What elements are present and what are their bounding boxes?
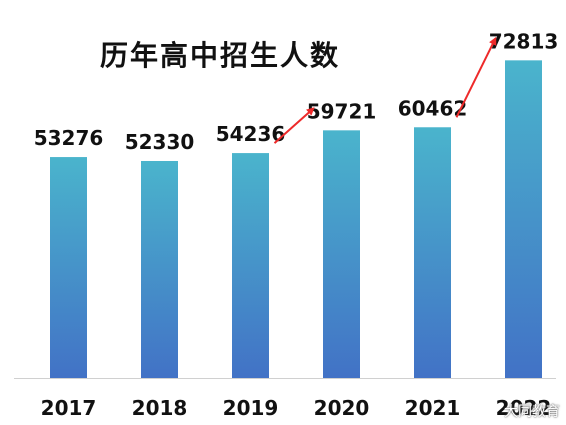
trend-arrow-2021-2022 bbox=[455, 36, 497, 118]
data-label-2020: 59721 bbox=[307, 99, 377, 123]
bar-2020 bbox=[323, 130, 360, 378]
bar-2022 bbox=[505, 60, 542, 378]
bar-2018 bbox=[141, 160, 178, 378]
x-tick-2020: 2020 bbox=[314, 396, 370, 420]
x-tick-2022: 2022 bbox=[496, 396, 552, 420]
x-tick-2017: 2017 bbox=[41, 396, 97, 420]
x-tick-2018: 2018 bbox=[132, 396, 188, 420]
bar-2017 bbox=[50, 157, 87, 378]
x-tick-2021: 2021 bbox=[405, 396, 461, 420]
data-label-2022: 72813 bbox=[489, 29, 559, 53]
bar-2021 bbox=[414, 127, 451, 378]
data-label-2018: 52330 bbox=[125, 130, 195, 154]
data-label-2019: 54236 bbox=[216, 122, 286, 146]
x-tick-2019: 2019 bbox=[223, 396, 279, 420]
watermark: 大同教育 bbox=[504, 404, 560, 420]
trend-arrow-2019-2020 bbox=[273, 107, 315, 144]
chart-title: 历年高中招生人数 bbox=[99, 39, 340, 72]
data-label-2017: 53276 bbox=[34, 126, 104, 150]
data-label-2021: 60462 bbox=[398, 96, 468, 120]
bar-2019 bbox=[232, 153, 269, 378]
